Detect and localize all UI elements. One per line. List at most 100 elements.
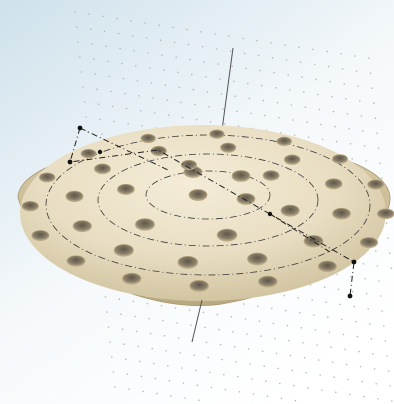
hole-opening: [280, 204, 300, 217]
grid-dot: [150, 82, 153, 84]
hole[interactable]: [94, 163, 111, 175]
point-marker[interactable]: [347, 293, 353, 299]
grid-dot: [176, 322, 178, 324]
hole[interactable]: [216, 228, 238, 242]
hole[interactable]: [280, 204, 300, 217]
grid-dot: [123, 343, 125, 346]
grid-dot: [99, 118, 101, 120]
hole[interactable]: [324, 178, 343, 190]
hole[interactable]: [65, 190, 84, 202]
grid-dot: [137, 345, 139, 348]
hole[interactable]: [367, 179, 384, 190]
grid-dot: [153, 362, 155, 365]
hole[interactable]: [177, 255, 199, 269]
grid-dot: [243, 303, 245, 305]
grid-dot: [348, 128, 350, 130]
grid-dot: [228, 35, 230, 37]
construction-points: [67, 125, 357, 299]
grid-dot: [294, 399, 297, 402]
grid-dot: [321, 389, 323, 391]
hole[interactable]: [122, 272, 142, 285]
grid-dot: [237, 376, 239, 378]
hole[interactable]: [80, 148, 97, 159]
grid-dot: [265, 380, 267, 383]
grid-dot: [381, 177, 383, 179]
grid-dot: [365, 160, 368, 162]
grid-dot: [252, 393, 255, 395]
hole[interactable]: [231, 170, 251, 182]
grid-dot: [371, 87, 374, 89]
grid-dot: [357, 85, 360, 87]
grid-dot: [192, 88, 195, 91]
grid-dot: [114, 386, 116, 388]
hole[interactable]: [117, 183, 135, 195]
grid-dot: [151, 347, 153, 350]
hole[interactable]: [262, 170, 280, 181]
grid-dot: [180, 101, 182, 104]
hole-opening: [66, 255, 86, 267]
point-marker[interactable]: [77, 125, 83, 131]
grid-dot: [83, 101, 86, 103]
dome-part[interactable]: [17, 125, 394, 306]
grid-dot: [175, 56, 177, 59]
grid-dot: [389, 385, 392, 387]
grid-dot: [370, 338, 373, 340]
point-marker[interactable]: [267, 211, 273, 217]
hole[interactable]: [236, 193, 256, 205]
hole[interactable]: [21, 201, 39, 212]
grid-dot: [164, 84, 167, 86]
grid-dot: [139, 110, 142, 112]
grid-dot: [88, 13, 90, 15]
hole[interactable]: [135, 218, 155, 231]
grid-dot: [153, 112, 156, 114]
hole[interactable]: [209, 129, 225, 139]
hole[interactable]: [113, 244, 134, 257]
hole[interactable]: [31, 230, 50, 241]
grid-dot: [80, 71, 83, 73]
grid-dot: [315, 78, 318, 81]
hole[interactable]: [359, 237, 378, 249]
grid-dot: [220, 93, 223, 95]
grid-dot: [224, 388, 227, 391]
grid-dot: [260, 335, 262, 338]
hole[interactable]: [377, 208, 394, 220]
grid-dot: [303, 357, 306, 359]
grid-dot: [331, 95, 333, 98]
hole[interactable]: [332, 154, 348, 164]
grid-dot: [74, 11, 76, 13]
grid-dot: [102, 15, 104, 18]
hole[interactable]: [220, 142, 237, 153]
hole[interactable]: [72, 220, 92, 233]
hole-opening: [189, 280, 209, 292]
grid-dot: [314, 329, 317, 331]
grid-dot: [389, 252, 391, 254]
hole[interactable]: [189, 280, 209, 292]
hole[interactable]: [258, 275, 278, 288]
point-marker[interactable]: [67, 159, 73, 165]
hole[interactable]: [332, 207, 351, 220]
hole[interactable]: [317, 260, 337, 273]
grid-dot: [219, 78, 221, 80]
hole[interactable]: [66, 255, 86, 267]
hole[interactable]: [38, 172, 56, 183]
hole[interactable]: [247, 252, 268, 266]
grid-dot: [188, 309, 191, 312]
hole[interactable]: [140, 133, 156, 144]
grid-dot: [174, 307, 177, 309]
point-marker[interactable]: [351, 259, 357, 265]
point-marker[interactable]: [97, 149, 103, 155]
hole-opening: [216, 228, 238, 242]
hole-opening: [262, 170, 280, 181]
hole[interactable]: [283, 154, 301, 165]
grid-dot: [141, 125, 143, 127]
grid-dot: [181, 367, 183, 369]
grid-dot: [332, 110, 335, 113]
grid-dot: [270, 42, 272, 44]
hole[interactable]: [276, 136, 292, 146]
grid-dot: [313, 63, 316, 66]
axis-line-lower: [191, 299, 203, 343]
hole[interactable]: [188, 189, 208, 201]
hole[interactable]: [180, 159, 197, 170]
